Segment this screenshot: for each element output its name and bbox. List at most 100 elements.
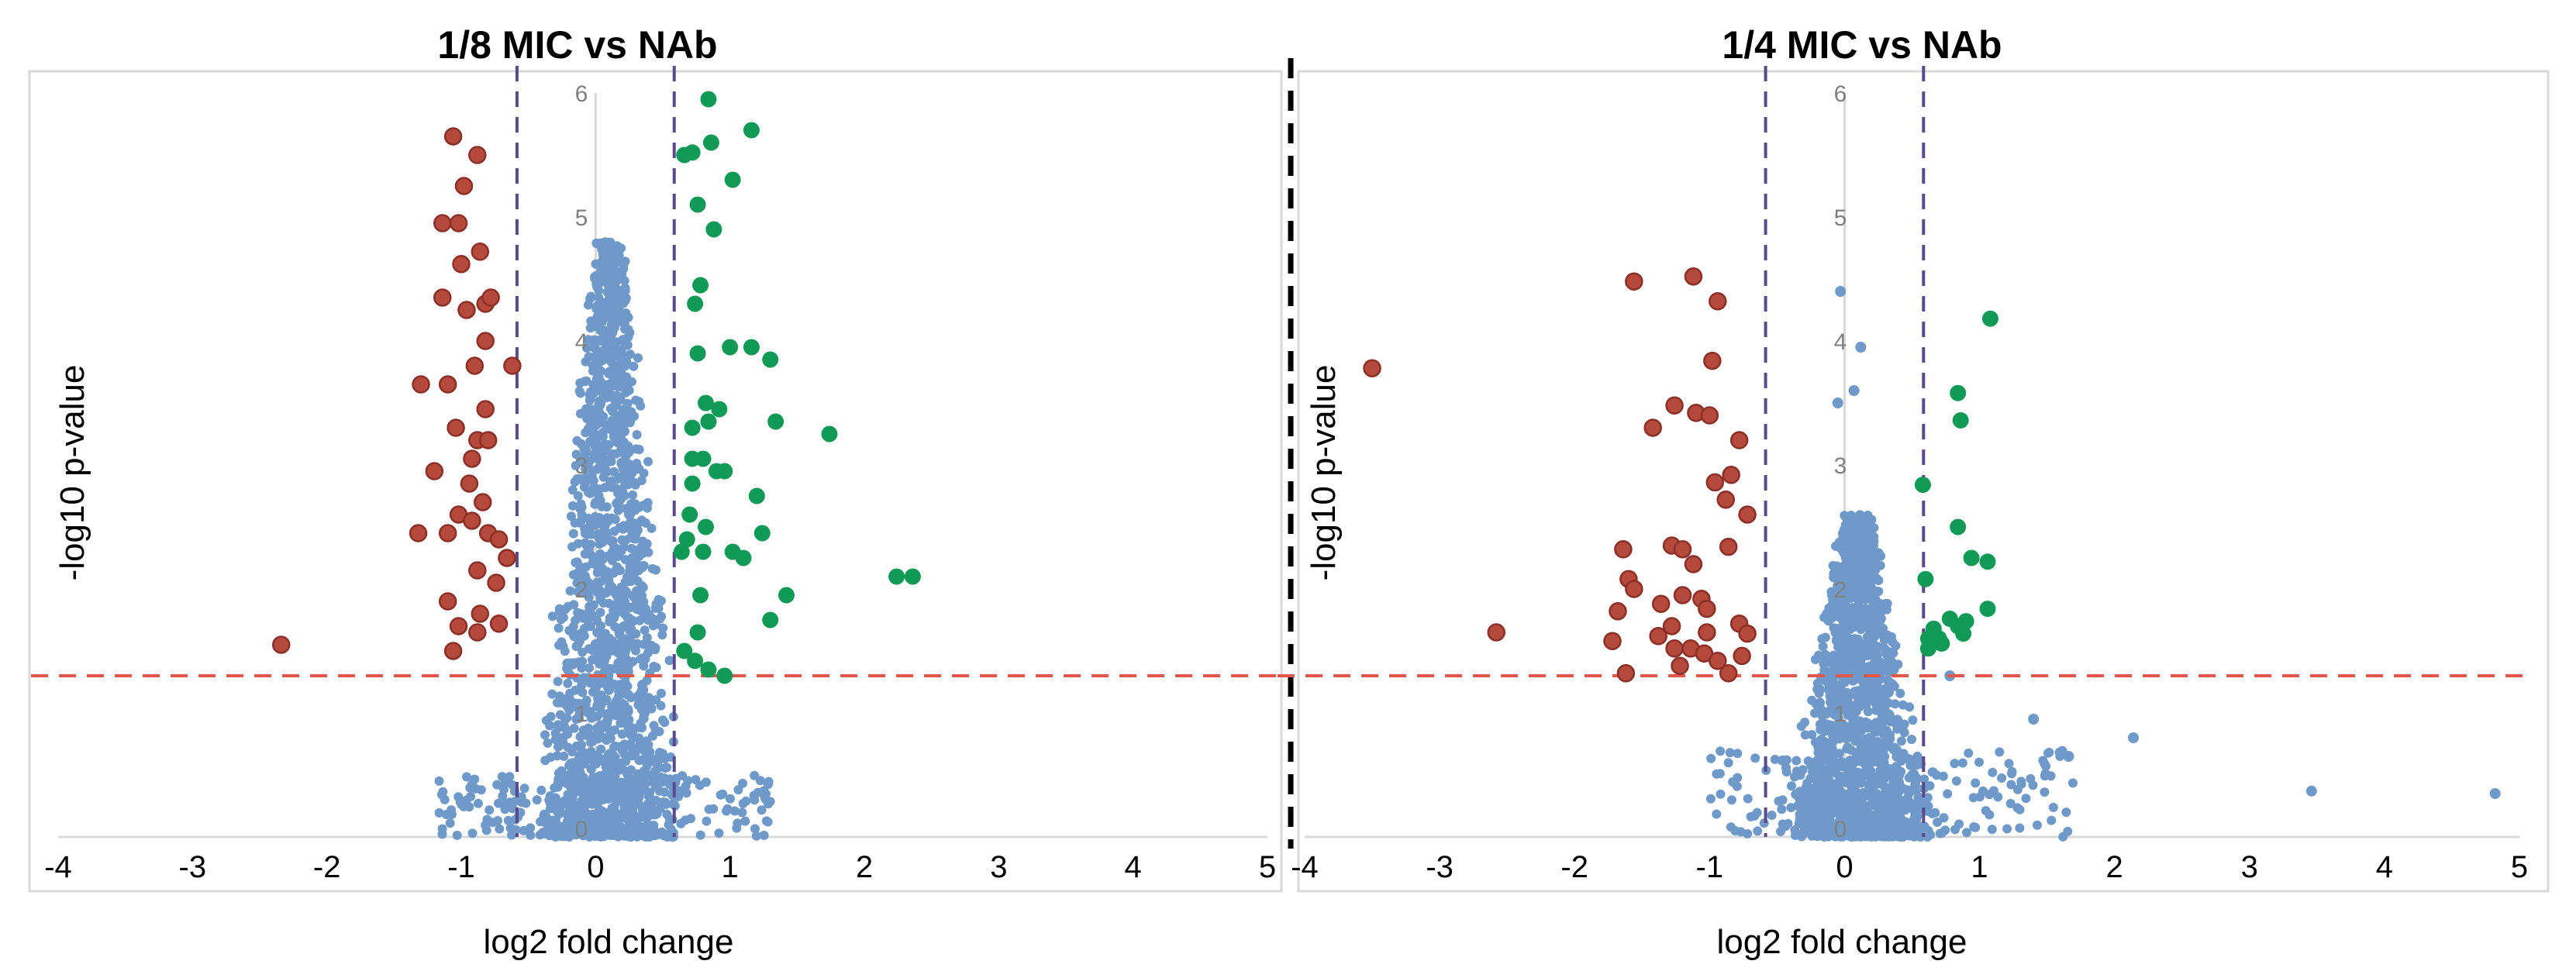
data-point-normal	[1864, 594, 1874, 604]
data-point-normal	[471, 783, 481, 794]
data-point-normal	[1726, 795, 1736, 805]
data-point-up	[1950, 518, 1967, 535]
data-point-normal	[1810, 737, 1820, 747]
x-tick-label: -2	[313, 850, 341, 884]
data-point-normal	[1716, 746, 1726, 756]
x-tick-label: 4	[1125, 850, 1142, 884]
data-point-normal	[1880, 692, 1890, 701]
data-point-normal	[602, 711, 612, 721]
data-point-normal	[1863, 707, 1873, 717]
data-point-normal	[660, 754, 670, 763]
data-point-normal	[617, 729, 627, 739]
data-point-normal	[1827, 684, 1837, 694]
data-point-normal	[563, 729, 573, 739]
data-point-normal	[611, 449, 621, 459]
data-point-up	[689, 345, 706, 362]
data-point-down	[1614, 540, 1633, 559]
data-point-up	[673, 543, 690, 560]
data-point-normal	[609, 810, 619, 820]
data-point-down	[1487, 623, 1505, 642]
data-point-normal	[554, 604, 564, 614]
data-point-down	[463, 449, 481, 468]
data-point-normal	[2033, 820, 2042, 830]
data-point-normal	[519, 783, 529, 794]
data-point-up	[724, 171, 741, 188]
data-point-normal	[1818, 642, 1828, 652]
data-point-normal	[588, 343, 598, 353]
data-point-down	[1719, 664, 1738, 683]
data-point-normal	[1885, 717, 1895, 727]
data-point-normal	[619, 287, 629, 296]
data-point-normal	[1844, 633, 1854, 643]
data-point-normal	[639, 709, 649, 719]
data-point-normal	[1725, 748, 1735, 758]
data-point-normal	[622, 398, 633, 408]
data-point-normal	[540, 730, 550, 740]
y-tick-label: 2	[1834, 577, 1847, 603]
data-point-normal	[1995, 747, 2005, 757]
data-point-normal	[1957, 758, 1967, 768]
data-point-normal	[565, 586, 575, 596]
data-point-normal	[605, 379, 614, 389]
data-point-normal	[555, 691, 564, 701]
data-point-normal	[1712, 809, 1722, 819]
data-point-normal	[550, 728, 560, 739]
data-point-normal	[1796, 721, 1806, 732]
data-point-normal	[543, 738, 553, 748]
data-point-normal	[1886, 632, 1896, 642]
data-point-down	[452, 255, 471, 274]
x-tick-label: 5	[2511, 850, 2528, 884]
data-point-normal	[658, 623, 668, 633]
data-point-up	[702, 134, 719, 151]
data-point-normal	[660, 763, 670, 773]
data-point-normal	[631, 646, 640, 656]
data-point-normal	[2058, 832, 2068, 842]
data-point-normal	[1800, 730, 1810, 740]
data-point-normal	[1879, 739, 1889, 748]
data-point-down	[438, 592, 457, 611]
data-point-normal	[575, 518, 585, 528]
data-point-normal	[1812, 757, 1822, 767]
data-point-normal	[434, 776, 444, 786]
data-point-normal	[1899, 719, 1909, 729]
data-point-normal	[644, 693, 654, 703]
data-point-normal	[616, 821, 625, 832]
data-point-normal	[445, 818, 455, 828]
data-point-down	[1729, 431, 1749, 449]
data-point-normal	[571, 741, 581, 751]
data-point-normal	[574, 809, 584, 819]
x-tick-label: 0	[1836, 850, 1853, 884]
data-point-normal	[1928, 767, 1938, 777]
data-point-up	[778, 587, 795, 604]
data-point-down	[409, 524, 428, 542]
data-point-normal	[464, 802, 474, 812]
data-point-up	[888, 568, 905, 585]
data-point-normal	[654, 727, 664, 736]
data-point-normal	[751, 831, 761, 841]
data-point-normal	[701, 777, 711, 787]
data-point-normal	[1715, 769, 1725, 779]
data-point-normal	[625, 742, 635, 752]
data-point-normal	[648, 810, 658, 820]
data-point-normal	[624, 447, 634, 457]
data-point-normal	[2012, 803, 2023, 813]
data-point-normal	[611, 703, 621, 713]
data-point-normal	[1866, 832, 1876, 842]
data-point-normal	[759, 830, 769, 840]
data-point-normal	[630, 526, 640, 536]
data-point-normal	[1896, 736, 1906, 746]
data-point-normal	[635, 823, 645, 833]
x-tick-label: 3	[2241, 850, 2258, 884]
data-point-normal	[1797, 787, 1807, 797]
data-point-normal	[1859, 790, 1868, 800]
data-point-normal	[1855, 342, 1867, 353]
data-point-normal	[503, 815, 513, 825]
data-point-up	[700, 91, 717, 108]
data-point-normal	[577, 796, 587, 806]
data-point-normal	[638, 548, 648, 558]
data-point-normal	[1950, 759, 1960, 769]
data-point-normal	[541, 715, 551, 725]
data-point-normal	[538, 828, 548, 838]
data-point-normal	[583, 461, 593, 471]
data-point-normal	[2044, 747, 2054, 757]
